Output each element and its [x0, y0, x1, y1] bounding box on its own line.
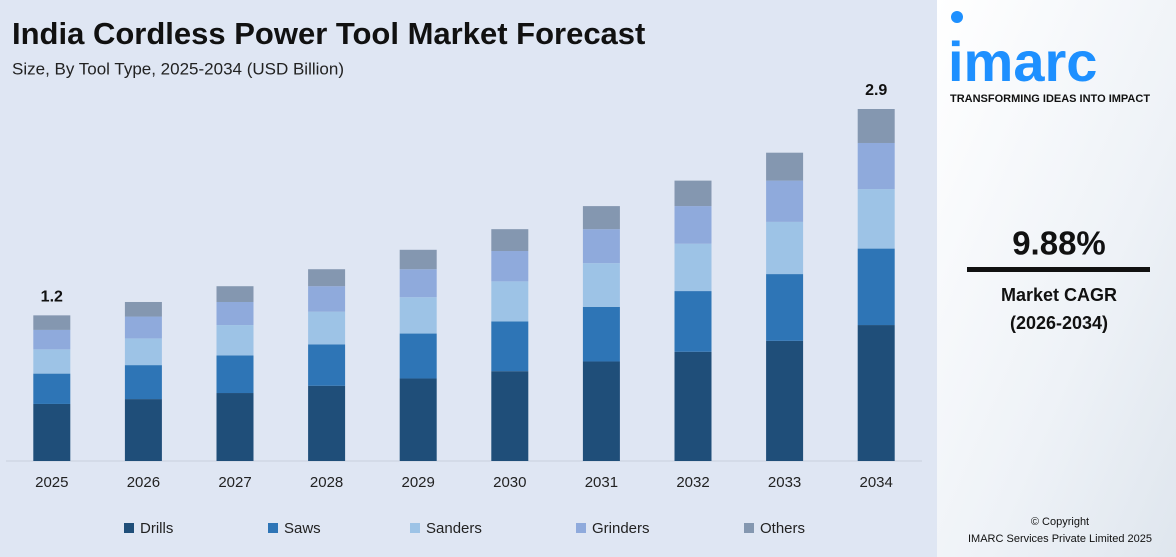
- bar-segment: [674, 243, 712, 292]
- bar-segment: [399, 297, 437, 334]
- bar-segment: [216, 355, 254, 394]
- logo-dot: [951, 11, 963, 23]
- x-tick-label: 2025: [35, 474, 68, 491]
- chart-subtitle: Size, By Tool Type, 2025-2034 (USD Billi…: [12, 59, 344, 78]
- sidebar-bg: [937, 0, 1176, 557]
- bar-segment: [308, 344, 346, 386]
- legend-label: Sanders: [426, 520, 482, 537]
- x-tick-label: 2032: [676, 474, 709, 491]
- bar-segment: [399, 269, 437, 298]
- total-label: 1.2: [41, 289, 63, 306]
- cagr: 9.88%: [1012, 225, 1106, 262]
- bar-segment: [857, 325, 895, 461]
- bar-segment: [582, 306, 620, 362]
- bar-segment: [124, 316, 162, 339]
- x-tick-label: 2034: [860, 474, 893, 491]
- logo: imarc: [948, 30, 1097, 93]
- bar-segment: [766, 274, 804, 341]
- bar-segment: [582, 263, 620, 307]
- x-tick-label: 2027: [218, 474, 251, 491]
- bar-segment: [33, 349, 71, 374]
- bar-segment: [857, 142, 895, 190]
- x-tick-label: 2029: [402, 474, 435, 491]
- chart-title: India Cordless Power Tool Market Forecas…: [12, 16, 645, 51]
- bar-segment: [399, 249, 437, 270]
- company: IMARC Services Private Limited 2025: [968, 533, 1152, 545]
- bar-segment: [674, 291, 712, 352]
- bar-segment: [857, 109, 895, 143]
- bar-segment: [674, 351, 712, 461]
- bar-segment: [582, 206, 620, 230]
- legend-label: Grinders: [592, 520, 650, 537]
- x-tick-label: 2026: [127, 474, 160, 491]
- bar-segment: [216, 393, 254, 461]
- legend-swatch: [744, 523, 754, 533]
- bar-segment: [33, 403, 71, 461]
- bar-segment: [124, 399, 162, 461]
- x-tick-label: 2031: [585, 474, 618, 491]
- bar-segment: [582, 361, 620, 461]
- legend-label: Drills: [140, 520, 173, 537]
- total-label: 2.9: [865, 82, 887, 99]
- bar-segment: [124, 365, 162, 400]
- bar-segment: [124, 301, 162, 317]
- bar-segment: [33, 373, 71, 404]
- bar-segment: [674, 206, 712, 244]
- legend-label: Saws: [284, 520, 321, 537]
- bar-segment: [857, 248, 895, 326]
- bar-segment: [491, 281, 529, 322]
- bar-segment: [674, 180, 712, 207]
- bar-segment: [399, 378, 437, 461]
- legend-swatch: [268, 523, 278, 533]
- legend-swatch: [124, 523, 134, 533]
- bar-segment: [308, 311, 346, 345]
- bar-segment: [766, 180, 804, 222]
- tagline: TRANSFORMING IDEAS INTO IMPACT: [950, 93, 1150, 105]
- cagr-rule: [967, 267, 1150, 272]
- bar-segment: [399, 333, 437, 379]
- bar-segment: [766, 152, 804, 181]
- bar-segment: [491, 371, 529, 461]
- bar-segment: [308, 269, 346, 287]
- copyright: © Copyright: [1031, 516, 1089, 528]
- legend-label: Others: [760, 520, 805, 537]
- bar-segment: [216, 301, 254, 326]
- bar-segment: [308, 385, 346, 461]
- bar-segment: [216, 286, 254, 302]
- bar-segment: [33, 315, 71, 330]
- bar-segment: [216, 325, 254, 356]
- bar-segment: [857, 189, 895, 249]
- bar-segment: [308, 286, 346, 312]
- x-tick-label: 2028: [310, 474, 343, 491]
- legend-swatch: [576, 523, 586, 533]
- x-tick-label: 2030: [493, 474, 526, 491]
- bar-segment: [766, 340, 804, 461]
- cagr-label: Market CAGR: [1001, 285, 1117, 305]
- legend-swatch: [410, 523, 420, 533]
- bar-segment: [33, 329, 71, 350]
- x-tick-label: 2033: [768, 474, 801, 491]
- bar-segment: [491, 321, 529, 372]
- bar-segment: [491, 229, 529, 252]
- cagr-period: (2026-2034): [1010, 313, 1108, 333]
- bar-segment: [491, 251, 529, 282]
- bar-segment: [124, 338, 162, 366]
- bar-segment: [766, 221, 804, 275]
- bar-segment: [582, 229, 620, 264]
